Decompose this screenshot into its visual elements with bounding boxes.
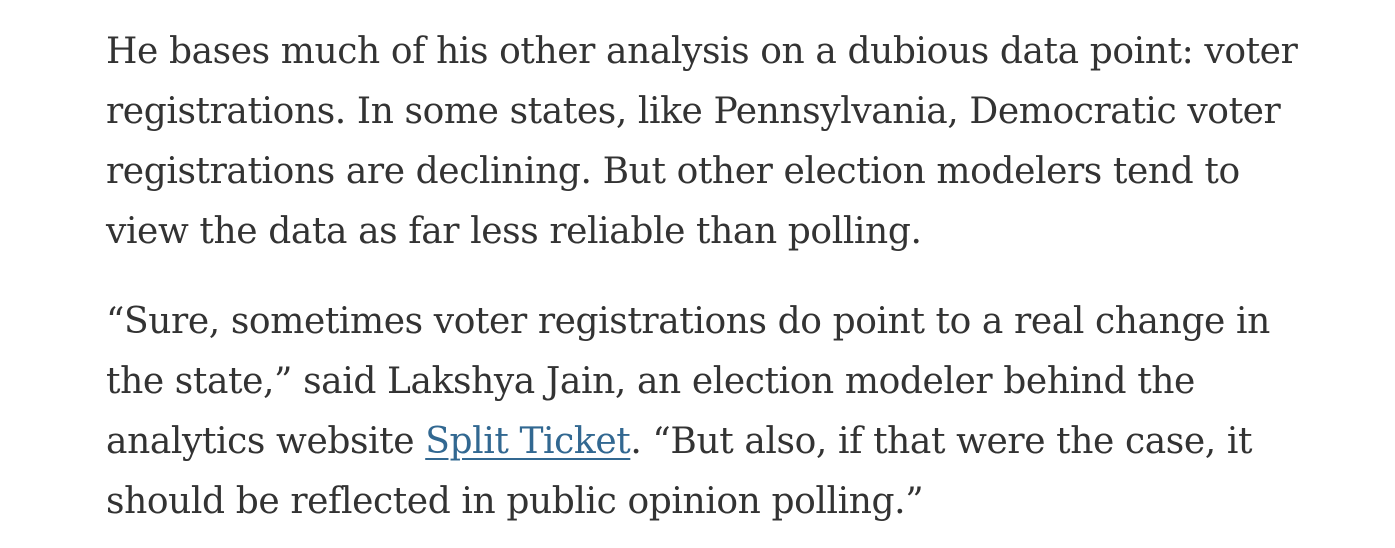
paragraph-line: He bases much of his other analysis on a…	[106, 31, 1298, 72]
paragraph-line: “Sure, sometimes voter registrations do …	[106, 301, 1270, 342]
paragraph-line: registrations are declining. But other e…	[106, 151, 1240, 192]
paragraph-voter-registrations: He bases much of his other analysis on a…	[106, 22, 1306, 262]
text-before-link: analytics website	[106, 421, 426, 462]
article-body: He bases much of his other analysis on a…	[106, 22, 1306, 532]
paragraph-line: registrations. In some states, like Penn…	[106, 91, 1281, 132]
paragraph-quote-lakshya-jain: “Sure, sometimes voter registrations do …	[106, 292, 1306, 532]
paragraph-line: the state,” said Lakshya Jain, an electi…	[106, 361, 1195, 402]
paragraph-line-with-link: analytics website Split Ticket. “But als…	[106, 412, 1306, 472]
paragraph-line: should be reflected in public opinion po…	[106, 481, 924, 522]
text-after-link: . “But also, if that were the case, it	[630, 421, 1253, 462]
split-ticket-link[interactable]: Split Ticket	[425, 421, 631, 462]
paragraph-line: view the data as far less reliable than …	[106, 211, 922, 252]
